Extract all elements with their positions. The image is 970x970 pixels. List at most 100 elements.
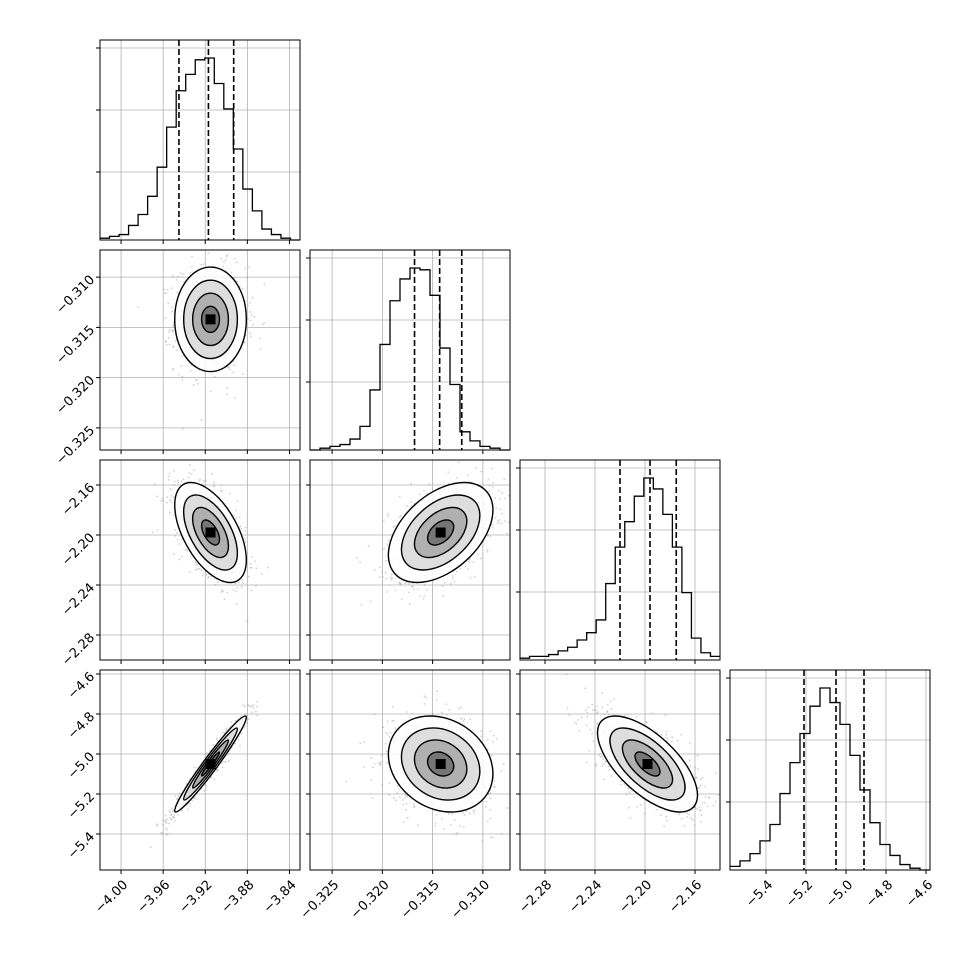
sample-point <box>223 598 226 600</box>
sample-point <box>168 472 171 475</box>
sample-point <box>379 760 382 763</box>
sample-point <box>189 463 191 466</box>
sample-point <box>195 569 197 571</box>
sample-point <box>250 704 253 707</box>
sample-point <box>174 535 176 537</box>
density-layer <box>137 252 266 430</box>
sample-point <box>383 548 385 550</box>
sample-point <box>469 718 472 721</box>
sample-point <box>167 330 170 333</box>
sample-point <box>244 724 247 727</box>
sample-point <box>486 738 489 741</box>
sample-point <box>205 752 208 755</box>
sample-point <box>191 799 194 802</box>
sample-point <box>162 499 165 502</box>
sample-point <box>405 809 408 811</box>
sample-point <box>219 489 222 492</box>
sample-point <box>449 583 452 585</box>
sample-point <box>472 561 475 564</box>
sample-point <box>249 335 252 338</box>
sample-point <box>172 345 175 347</box>
sample-point <box>254 560 257 563</box>
density-layer <box>565 673 720 828</box>
sample-point <box>428 483 431 486</box>
sample-point <box>172 368 175 371</box>
sample-point <box>237 581 240 584</box>
density-peak <box>205 314 216 325</box>
sample-point <box>423 595 426 598</box>
sample-point <box>233 364 236 367</box>
sample-point <box>165 822 168 824</box>
sample-point <box>390 578 393 581</box>
sample-point <box>411 712 414 715</box>
sample-point <box>381 575 384 578</box>
sample-point <box>220 257 223 260</box>
sample-point <box>468 812 471 815</box>
density-peak <box>205 527 216 538</box>
sample-point <box>500 832 503 835</box>
sample-point <box>182 355 185 358</box>
density-layer <box>149 700 259 849</box>
sample-point <box>165 343 168 346</box>
sample-point <box>250 589 253 592</box>
sample-point <box>699 784 702 787</box>
histogram-panel-p2 <box>516 459 721 664</box>
sample-point <box>247 575 250 578</box>
sample-point <box>700 778 702 781</box>
sample-point <box>164 317 167 320</box>
sample-point <box>249 562 252 565</box>
sample-point <box>207 252 210 255</box>
sample-point <box>202 480 205 483</box>
histogram-step-p0 <box>100 57 300 241</box>
density-peak <box>205 759 216 769</box>
sample-point <box>461 812 464 814</box>
sample-point <box>259 348 262 350</box>
sample-point <box>168 816 171 819</box>
sample-point <box>175 278 178 281</box>
sample-point <box>172 325 175 328</box>
sample-point <box>185 548 188 551</box>
sample-point <box>234 396 236 399</box>
sample-point <box>198 567 201 570</box>
sample-point <box>200 263 203 266</box>
sample-point <box>534 442 536 444</box>
sample-point <box>236 500 239 503</box>
sample-point <box>495 507 498 510</box>
sample-point <box>440 817 443 820</box>
sample-point <box>261 323 264 326</box>
sample-point <box>221 590 224 593</box>
sample-point <box>152 531 154 534</box>
sample-point <box>247 304 249 307</box>
sample-point <box>191 265 193 268</box>
sample-point <box>486 534 489 537</box>
sample-point <box>378 576 381 579</box>
sample-point <box>664 714 667 716</box>
sample-point <box>699 809 701 812</box>
sample-point <box>213 375 216 378</box>
sample-point <box>362 766 365 768</box>
sample-point <box>404 793 407 796</box>
sample-point <box>160 832 162 834</box>
sample-point <box>484 806 487 808</box>
sample-point <box>226 387 228 389</box>
sample-point <box>486 550 489 553</box>
sample-point <box>170 813 173 816</box>
sample-point <box>489 792 492 794</box>
sample-point <box>498 489 500 492</box>
sample-point <box>250 566 253 569</box>
sample-point <box>182 478 185 481</box>
sample-point <box>486 548 489 551</box>
sample-point <box>168 809 171 812</box>
sample-point <box>423 702 426 705</box>
sample-point <box>180 480 183 483</box>
sample-point <box>599 756 602 758</box>
sample-point <box>479 557 482 560</box>
sample-point <box>419 595 422 598</box>
sample-point <box>393 797 395 799</box>
sample-point <box>193 766 196 769</box>
sample-point <box>172 367 175 370</box>
sample-point <box>165 340 168 342</box>
sample-point <box>196 567 199 570</box>
sample-point <box>165 291 168 294</box>
sample-point <box>181 375 184 378</box>
